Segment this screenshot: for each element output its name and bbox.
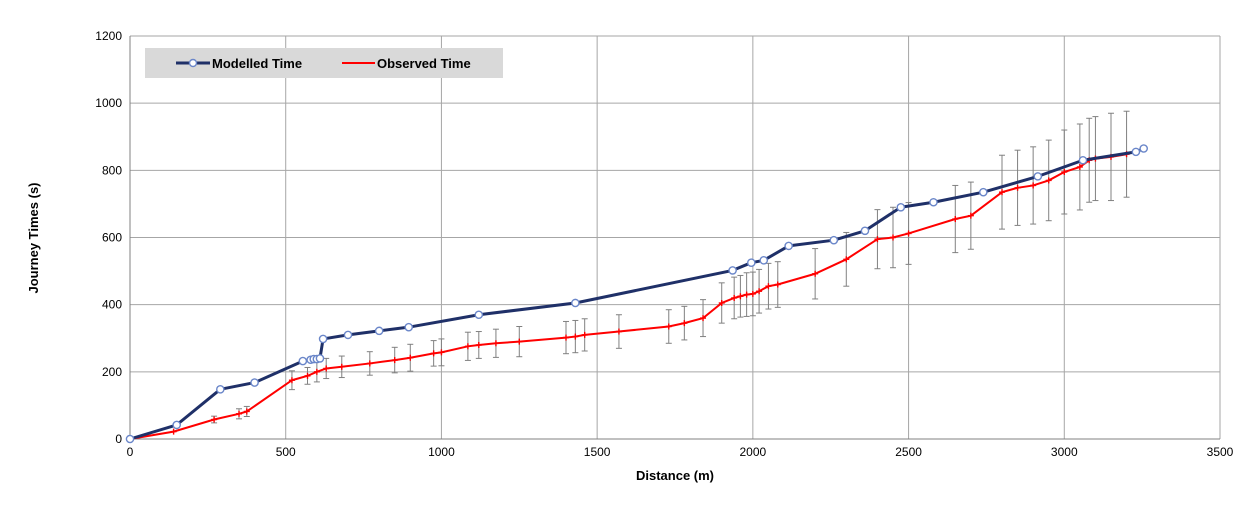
observed-point bbox=[665, 323, 672, 330]
modelled-point bbox=[929, 197, 938, 207]
y-tick-label: 800 bbox=[102, 163, 122, 177]
y-tick-label: 600 bbox=[102, 231, 122, 245]
modelled-point bbox=[747, 258, 756, 267]
axes: 0 200 400 600 800 1000 1200 0 500 1000 1500 2000 250… bbox=[95, 29, 1233, 459]
legend-modelled-marker bbox=[188, 58, 198, 68]
modelled-point bbox=[759, 256, 769, 265]
observed-point bbox=[211, 416, 218, 423]
modelled-point bbox=[1078, 155, 1088, 165]
modelled-point bbox=[172, 420, 182, 430]
observed-point bbox=[999, 189, 1005, 196]
observed-point bbox=[731, 294, 738, 301]
modelled-point bbox=[404, 322, 414, 332]
y-tick-label: 0 bbox=[115, 432, 122, 446]
observed-point bbox=[563, 334, 569, 341]
legend-label-observed: Observed Time bbox=[377, 56, 471, 71]
modelled-point bbox=[298, 356, 308, 366]
modelled-point bbox=[571, 298, 580, 308]
legend-label-modelled: Modelled Time bbox=[212, 56, 302, 71]
series-layer bbox=[125, 110, 1148, 444]
observed-point bbox=[890, 234, 896, 241]
modelled-point bbox=[728, 266, 737, 275]
x-tick-label: 3500 bbox=[1207, 445, 1234, 459]
observed-point bbox=[812, 270, 819, 277]
observed-point bbox=[700, 315, 707, 322]
observed-point bbox=[615, 328, 622, 335]
observed-point bbox=[756, 288, 763, 295]
observed-point bbox=[749, 290, 756, 297]
observed-point bbox=[1061, 169, 1068, 176]
modelled-point bbox=[896, 202, 906, 212]
observed-point bbox=[718, 299, 725, 306]
modelled-point bbox=[125, 434, 135, 444]
observed-point bbox=[313, 368, 320, 375]
legend: Modelled Time Observed Time bbox=[145, 48, 503, 78]
y-axis-title: Journey Times (s) bbox=[26, 182, 41, 293]
observed-point bbox=[905, 230, 912, 237]
modelled-point bbox=[474, 310, 484, 320]
observed-point bbox=[681, 320, 688, 327]
observed-point bbox=[952, 216, 959, 223]
observed-point bbox=[366, 360, 373, 367]
x-tick-label: 0 bbox=[127, 445, 134, 459]
observed-point bbox=[407, 354, 414, 361]
modelled-point bbox=[860, 226, 870, 236]
observed-point bbox=[1045, 177, 1052, 184]
observed-point bbox=[243, 408, 250, 415]
x-tick-label: 3000 bbox=[1051, 445, 1078, 459]
observed-point bbox=[170, 428, 177, 435]
observed-point bbox=[737, 293, 744, 300]
observed-point bbox=[843, 256, 850, 263]
observed-point bbox=[492, 340, 499, 347]
observed-point bbox=[874, 236, 881, 243]
y-tick-label: 200 bbox=[102, 365, 122, 379]
observed-point bbox=[516, 338, 523, 345]
x-tick-label: 1000 bbox=[428, 445, 455, 459]
modelled-point bbox=[343, 330, 353, 340]
modelled-point bbox=[1139, 144, 1148, 153]
observed-point bbox=[1030, 182, 1037, 189]
observed-point bbox=[430, 350, 437, 357]
observed-point bbox=[288, 377, 295, 384]
modelled-point bbox=[315, 354, 325, 363]
observed-point bbox=[391, 357, 398, 364]
y-tick-label: 400 bbox=[102, 298, 122, 312]
observed-point bbox=[743, 291, 750, 298]
x-tick-label: 500 bbox=[276, 445, 296, 459]
observed-point bbox=[464, 343, 471, 350]
modelled-point bbox=[318, 334, 328, 344]
observed-point bbox=[338, 363, 345, 370]
modelled-point bbox=[784, 241, 793, 251]
observed-point bbox=[236, 410, 242, 417]
modelled-point bbox=[1131, 147, 1141, 157]
observed-point bbox=[438, 349, 445, 356]
observed-point bbox=[475, 341, 482, 348]
observed-point bbox=[572, 333, 579, 340]
observed-point bbox=[581, 331, 588, 338]
observed-point bbox=[967, 212, 974, 219]
observed-point bbox=[304, 372, 311, 379]
observed-point bbox=[1014, 184, 1021, 191]
modelled-point bbox=[979, 187, 988, 197]
x-axis-title: Distance (m) bbox=[636, 468, 714, 483]
observed-point bbox=[1076, 163, 1083, 170]
x-tick-label: 1500 bbox=[584, 445, 611, 459]
observed-point bbox=[774, 281, 781, 288]
observed-point bbox=[765, 283, 772, 290]
modelled-point bbox=[829, 235, 839, 245]
modelled-point bbox=[374, 326, 384, 336]
observed-point bbox=[323, 365, 330, 372]
x-tick-label: 2000 bbox=[740, 445, 767, 459]
x-tick-label: 2500 bbox=[895, 445, 922, 459]
modelled-point bbox=[250, 378, 259, 387]
modelled-point bbox=[1033, 172, 1043, 181]
y-tick-label: 1000 bbox=[95, 96, 122, 110]
modelled-point bbox=[216, 384, 225, 394]
y-tick-label: 1200 bbox=[95, 29, 122, 43]
